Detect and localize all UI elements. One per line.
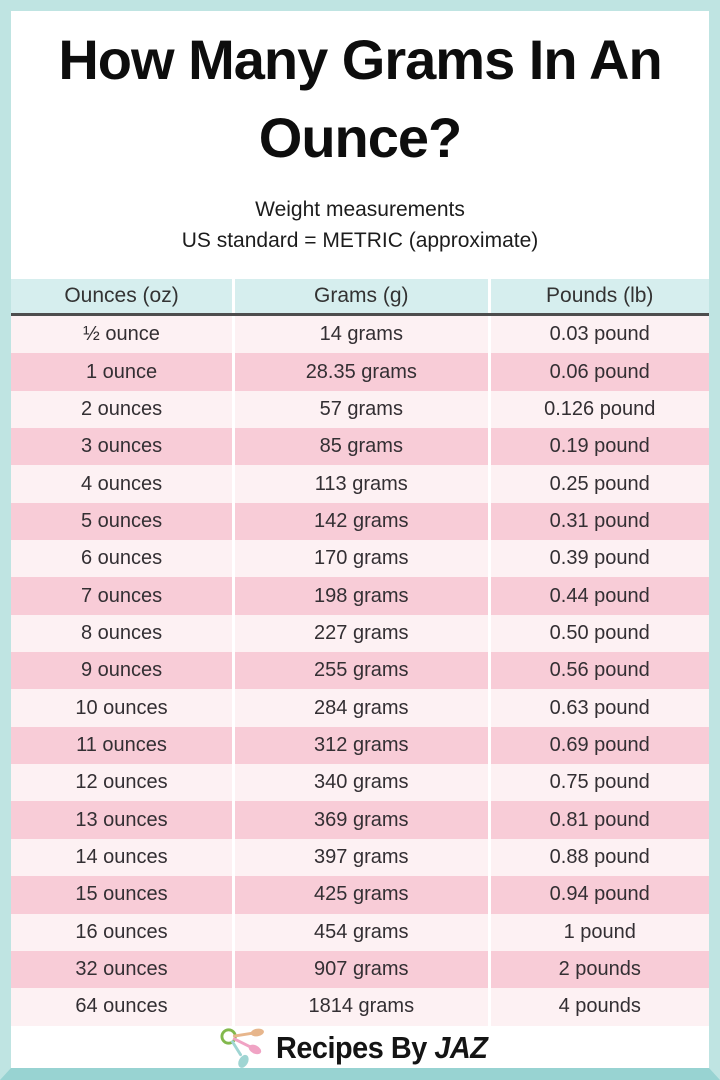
table-row: 11 ounces 312 grams 0.69 pound: [11, 726, 709, 765]
cell-grams: 340 grams: [235, 764, 491, 802]
cell-pounds: 0.63 pound: [490, 689, 709, 727]
cell-grams: 113 grams: [235, 465, 491, 503]
cell-ounces: 12 ounces: [11, 764, 236, 802]
cell-grams: 85 grams: [235, 428, 491, 466]
cell-ounces: 4 ounces: [11, 465, 236, 503]
page-title: How Many Grams In An Ounce?: [11, 21, 709, 177]
cell-pounds: 0.03 pound: [490, 316, 709, 354]
table-row: 12 ounces 340 grams 0.75 pound: [11, 764, 709, 802]
table-row: 10 ounces 284 grams 0.63 pound: [11, 689, 709, 727]
cell-grams: 227 grams: [235, 614, 491, 653]
cell-grams: 312 grams: [235, 726, 491, 765]
cell-pounds: 0.94 pound: [490, 876, 709, 914]
cell-pounds: 1 pound: [490, 913, 709, 951]
cell-ounces: 16 ounces: [11, 913, 236, 951]
cell-ounces: 64 ounces: [11, 988, 236, 1026]
table-row: ½ ounce 14 grams 0.03 pound: [11, 316, 709, 354]
cell-pounds: 0.31 pound: [490, 502, 709, 541]
table-row: 32 ounces 907 grams 2 pounds: [11, 950, 709, 989]
table-row: 64 ounces 1814 grams 4 pounds: [11, 988, 709, 1026]
brand-suffix: JAZ: [434, 1029, 488, 1065]
cell-ounces: 32 ounces: [11, 950, 236, 989]
cell-pounds: 0.69 pound: [490, 726, 709, 765]
table-row: 8 ounces 227 grams 0.50 pound: [11, 614, 709, 653]
cell-pounds: 0.06 pound: [490, 353, 709, 391]
table-row: 3 ounces 85 grams 0.19 pound: [11, 428, 709, 466]
cell-grams: 425 grams: [235, 876, 491, 914]
table-row: 9 ounces 255 grams 0.56 pound: [11, 652, 709, 690]
cell-pounds: 0.39 pound: [490, 540, 709, 578]
footer-brand: Recipes By JAZ: [11, 1025, 709, 1068]
table-body: ½ ounce 14 grams 0.03 pound 1 ounce 28.35 gr…: [11, 316, 709, 1026]
table-row: 7 ounces 198 grams 0.44 pound: [11, 577, 709, 615]
measuring-spoons-icon: [220, 1027, 264, 1068]
table-row: 6 ounces 170 grams 0.39 pound: [11, 540, 709, 578]
cell-ounces: 15 ounces: [11, 876, 236, 914]
cell-grams: 454 grams: [235, 913, 491, 951]
cell-grams: 255 grams: [235, 652, 491, 690]
cell-ounces: 2 ounces: [11, 390, 236, 429]
cell-ounces: 9 ounces: [11, 652, 236, 690]
cell-grams: 28.35 grams: [235, 353, 491, 391]
cell-grams: 198 grams: [235, 577, 491, 615]
cell-pounds: 0.25 pound: [490, 465, 709, 503]
column-header-pounds: Pounds (lb): [490, 279, 709, 313]
cell-ounces: 1 ounce: [11, 353, 236, 391]
cell-ounces: 8 ounces: [11, 614, 236, 653]
table-row: 14 ounces 397 grams 0.88 pound: [11, 838, 709, 877]
cell-grams: 1814 grams: [235, 988, 491, 1026]
table-row: 13 ounces 369 grams 0.81 pound: [11, 801, 709, 839]
table-header-row: Ounces (oz) Grams (g) Pounds (lb): [11, 279, 709, 316]
cell-ounces: 10 ounces: [11, 689, 236, 727]
cell-ounces: 5 ounces: [11, 502, 236, 541]
cell-pounds: 4 pounds: [490, 988, 709, 1026]
cell-pounds: 2 pounds: [490, 950, 709, 989]
cell-grams: 907 grams: [235, 950, 491, 989]
brand-prefix: Recipes By: [275, 1029, 435, 1065]
cell-ounces: 14 ounces: [11, 838, 236, 877]
cell-pounds: 0.44 pound: [490, 577, 709, 615]
table-row: 16 ounces 454 grams 1 pound: [11, 913, 709, 951]
cell-grams: 397 grams: [235, 838, 491, 877]
cell-pounds: 0.19 pound: [490, 428, 709, 466]
cell-grams: 14 grams: [235, 316, 491, 354]
title-line-1: How Many Grams In An: [58, 28, 662, 91]
subtitle-line-2: US standard = METRIC (approximate): [181, 229, 539, 252]
cell-ounces: 13 ounces: [11, 801, 236, 839]
table-row: 4 ounces 113 grams 0.25 pound: [11, 465, 709, 503]
cell-pounds: 0.126 pound: [490, 390, 709, 429]
cell-grams: 284 grams: [235, 689, 491, 727]
subtitle-line-1: Weight measurements: [255, 198, 465, 221]
cell-ounces: 6 ounces: [11, 540, 236, 578]
table-row: 5 ounces 142 grams 0.31 pound: [11, 502, 709, 541]
cell-ounces: ½ ounce: [11, 316, 236, 354]
cell-pounds: 0.50 pound: [490, 614, 709, 653]
table-row: 2 ounces 57 grams 0.126 pound: [11, 390, 709, 429]
cell-ounces: 11 ounces: [11, 726, 236, 765]
column-header-grams: Grams (g): [235, 279, 491, 313]
cell-pounds: 0.56 pound: [490, 652, 709, 690]
cell-pounds: 0.88 pound: [490, 838, 709, 877]
cell-ounces: 7 ounces: [11, 577, 236, 615]
cell-grams: 142 grams: [235, 502, 491, 541]
title-line-2: Ounce?: [258, 106, 462, 169]
brand-name: Recipes By JAZ: [275, 1029, 488, 1066]
cell-ounces: 3 ounces: [11, 428, 236, 466]
table-row: 15 ounces 425 grams 0.94 pound: [11, 876, 709, 914]
cell-grams: 369 grams: [235, 801, 491, 839]
cell-pounds: 0.81 pound: [490, 801, 709, 839]
cell-grams: 57 grams: [235, 390, 491, 429]
conversion-table: Ounces (oz) Grams (g) Pounds (lb) ½ ounc…: [11, 279, 709, 1026]
cell-pounds: 0.75 pound: [490, 764, 709, 802]
subtitle: Weight measurements US standard = METRIC…: [11, 194, 709, 256]
cell-grams: 170 grams: [235, 540, 491, 578]
table-row: 1 ounce 28.35 grams 0.06 pound: [11, 353, 709, 391]
column-header-ounces: Ounces (oz): [11, 279, 236, 313]
